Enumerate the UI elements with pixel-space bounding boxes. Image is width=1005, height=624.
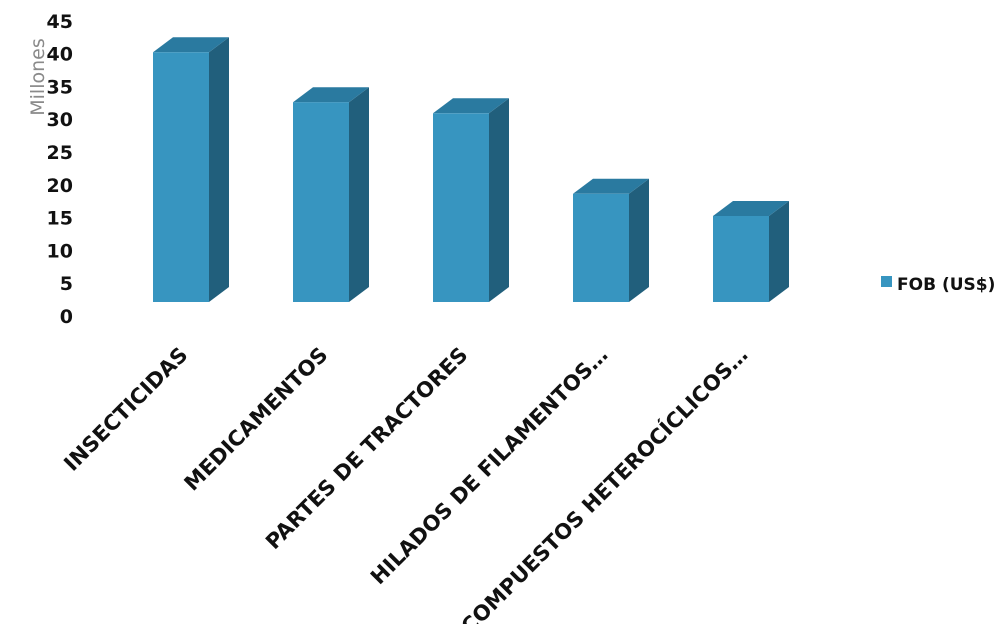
bar-side-face <box>349 87 369 302</box>
bar-front-face <box>153 52 209 302</box>
y-tick-label: 25 <box>47 142 73 164</box>
y-tick-label: 15 <box>47 208 73 230</box>
bar-front-face <box>293 102 349 302</box>
y-axis-ticks: 0 5 10 15 20 25 30 35 40 45 <box>47 11 73 328</box>
bars <box>153 37 789 302</box>
x-tick-label: COMPUESTOS HETEROCÍCLICOS… <box>456 342 753 624</box>
bar-side-face <box>769 200 789 302</box>
bar-front-face <box>433 113 489 302</box>
bar-top-face <box>713 200 789 216</box>
bar <box>573 178 649 302</box>
y-axis-label: Millones <box>27 38 49 115</box>
y-tick-label: 20 <box>47 175 73 197</box>
bar-side-face <box>629 178 649 302</box>
bar-front-face <box>573 193 629 302</box>
y-tick-label: 40 <box>47 44 73 66</box>
bar <box>293 87 369 302</box>
bar <box>713 200 789 302</box>
bar-side-face <box>209 37 229 302</box>
bar <box>153 37 229 302</box>
x-tick-label: MEDICAMENTOS <box>180 343 333 496</box>
y-tick-label: 30 <box>47 109 73 131</box>
legend: FOB (US$) <box>881 275 995 295</box>
bar-top-face <box>293 87 369 103</box>
y-tick-label: 10 <box>47 240 73 262</box>
y-tick-label: 35 <box>47 76 73 98</box>
x-tick-label: INSECTICIDAS <box>59 343 192 476</box>
y-tick-label: 5 <box>60 273 73 295</box>
x-tick-label: HILADOS DE FILAMENTOS… <box>366 343 613 590</box>
bar-front-face <box>713 215 769 302</box>
legend-label: FOB (US$) <box>897 275 995 295</box>
bar-top-face <box>153 37 229 53</box>
legend-swatch <box>881 276 892 287</box>
bar-top-face <box>433 98 509 114</box>
y-tick-label: 45 <box>47 11 73 33</box>
y-tick-label: 0 <box>60 306 73 328</box>
bar <box>433 98 509 302</box>
bar-top-face <box>573 178 649 194</box>
bar-side-face <box>489 98 509 302</box>
